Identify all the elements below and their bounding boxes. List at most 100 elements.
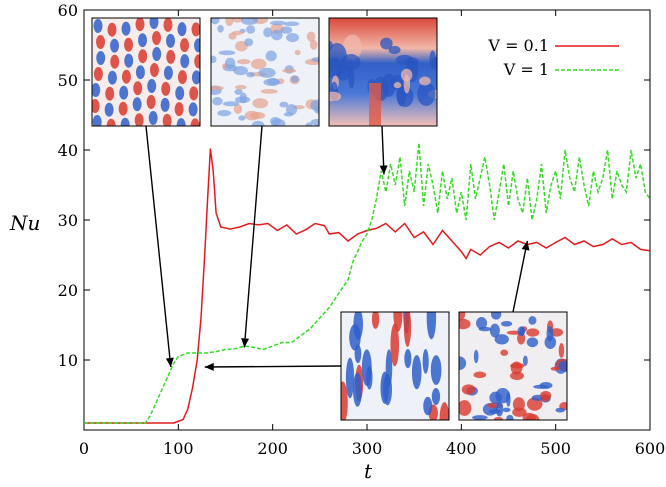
inset-blob [180, 54, 190, 69]
inset-blob [124, 53, 134, 68]
inset-blob [265, 50, 277, 62]
inset-blob [132, 97, 142, 112]
inset-blob [246, 71, 255, 78]
inset-blob [138, 49, 148, 64]
inset-blob [305, 122, 313, 126]
legend: V = 0.1 V = 1 [487, 36, 619, 79]
inset-blob [472, 415, 488, 420]
inset-blob [166, 33, 176, 48]
inset-blob [225, 18, 234, 27]
inset-blob [250, 58, 267, 70]
x-tick-label: 600 [635, 439, 666, 458]
inset-blob [121, 69, 131, 84]
inset-blob [311, 57, 319, 63]
inset-blob [512, 397, 525, 412]
legend-label-2: V = 1 [503, 60, 549, 79]
inset-blob [431, 387, 441, 406]
inset-blob [519, 326, 525, 336]
inset-blob [92, 115, 102, 126]
inset-blob [191, 22, 200, 37]
inset-blob [121, 21, 131, 36]
inset-blob [283, 21, 300, 27]
inset-blob [490, 312, 502, 320]
inset-blob [533, 384, 549, 389]
inset-blob [510, 361, 523, 375]
inset-blob [228, 32, 237, 40]
inset-blob [107, 22, 117, 37]
arrow-2-head [241, 338, 250, 348]
inset-blob [234, 88, 243, 95]
arrow-1 [145, 125, 172, 368]
inset-blob [246, 25, 256, 34]
inset-blob [104, 102, 114, 117]
inset-pattern [329, 18, 437, 126]
inset-blob [177, 22, 187, 37]
inset-blob [388, 45, 401, 55]
inset-blob [250, 111, 266, 120]
inset-blob [146, 95, 156, 110]
inset-blob [211, 85, 224, 91]
inset-border [328, 17, 438, 127]
inset-blob [526, 337, 539, 348]
inset-blob [267, 77, 279, 86]
inset-blob [160, 97, 170, 112]
inset-blob [478, 326, 492, 332]
inset-blob [106, 118, 116, 126]
inset-blob [459, 312, 466, 321]
y-tick-label: 30 [58, 211, 78, 230]
inset-blob [558, 360, 567, 372]
inset-blob [506, 392, 511, 407]
inset-blob [494, 334, 509, 345]
inset-blob [239, 92, 247, 104]
inset-blob [403, 74, 411, 94]
inset-blob [489, 323, 500, 338]
inset-blob [393, 312, 403, 332]
inset-blob [93, 19, 103, 33]
inset-blob [161, 81, 171, 96]
inset-border [210, 17, 320, 127]
inset-blob [244, 38, 254, 47]
inset-blob [369, 83, 381, 126]
inset-blob [217, 24, 224, 33]
inset-blob [176, 118, 186, 126]
inset-blob [349, 324, 361, 351]
inset-blob [177, 70, 187, 85]
inset-blob [526, 328, 540, 337]
x-tick-label: 300 [352, 439, 383, 458]
inset-blob [258, 67, 276, 78]
x-tick-label: 400 [446, 439, 477, 458]
inset-blob [166, 49, 176, 64]
inset-blob [393, 82, 402, 89]
inset-blob [234, 85, 247, 90]
y-tick-label: 10 [58, 351, 78, 370]
inset-blob [380, 37, 393, 50]
inset-blob [240, 18, 258, 26]
inset-blob [163, 65, 173, 80]
inset-blob [190, 118, 200, 126]
inset-blob [422, 348, 429, 374]
inset-blob [194, 38, 200, 53]
inset-image-turbulent [458, 311, 568, 421]
inset-blob [224, 57, 236, 69]
inset-blob [341, 381, 348, 420]
inset-blob [174, 102, 184, 117]
inset-blob [211, 55, 217, 64]
inset-blob [419, 76, 431, 86]
inset-blob [459, 356, 467, 371]
inset-image-rolls [91, 17, 201, 127]
inset-blob [92, 99, 100, 113]
inset-blob [233, 104, 243, 114]
inset-blob [251, 120, 265, 126]
inset-blob [189, 86, 199, 101]
inset-blob [252, 98, 269, 109]
inset-image-plume [328, 17, 438, 127]
inset-blob [285, 104, 298, 116]
inset-blob [270, 29, 283, 41]
inset-blob [149, 63, 159, 78]
inset-blob [473, 349, 479, 364]
x-tick-label: 200 [257, 439, 288, 458]
arrow-5 [512, 240, 529, 313]
inset-blob [231, 18, 243, 23]
inset-blob [96, 35, 106, 49]
inset-blob [280, 26, 293, 34]
